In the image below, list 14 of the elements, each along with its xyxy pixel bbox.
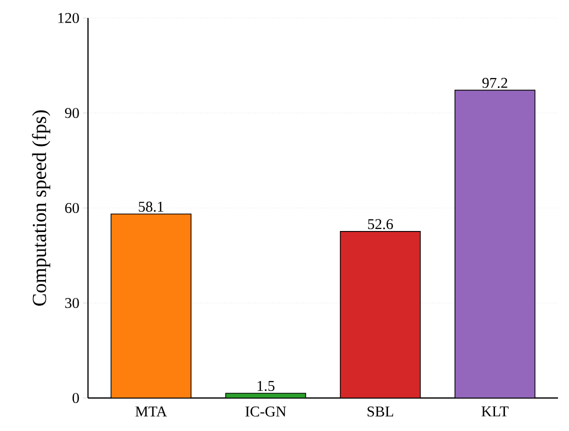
data-label: 97.2 (482, 78, 508, 88)
y-tick-label: 0 (72, 392, 79, 404)
data-label: 52.6 (368, 219, 393, 230)
data-label: 1.5 (258, 380, 274, 392)
y-axis-title: Computation speed (fps) (32, 110, 50, 306)
x-tick-label: MTA (135, 406, 167, 416)
y-tick-label: 30 (65, 298, 79, 308)
data-label: 58.1 (138, 202, 164, 212)
y-tick-label: 120 (58, 12, 79, 24)
x-tick-label: IC-GN (245, 406, 286, 417)
y-tick-label: 60 (65, 202, 79, 214)
y-tick-label: 90 (65, 108, 79, 118)
x-tick-label: SBL (368, 406, 394, 417)
x-tick-label: KLT (482, 406, 509, 416)
